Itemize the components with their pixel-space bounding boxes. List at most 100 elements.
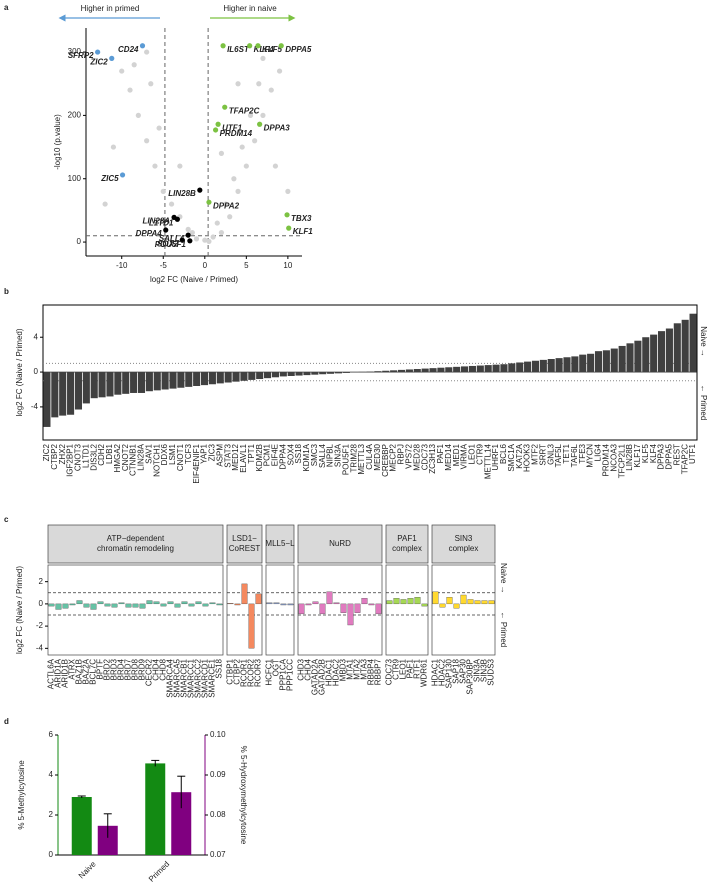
point (272, 163, 279, 169)
x-tick-label: IGF2BP1 (66, 443, 75, 476)
bar (642, 337, 650, 373)
point-label: KLF5 (262, 45, 283, 54)
x-tick-label: SIN3A (473, 658, 482, 682)
x-tick-label: RCOR1 (240, 658, 249, 687)
x-tick-label: Primed (147, 860, 171, 884)
bar (153, 372, 161, 391)
x-tick-label: RCOR3 (254, 658, 263, 687)
bar (248, 603, 255, 649)
bar (256, 372, 264, 380)
bar (657, 331, 666, 373)
x-tick-label: MED14 (444, 443, 453, 470)
x-tick-label: DPPA5 (665, 443, 674, 469)
bar (500, 364, 508, 373)
x-tick-label: TCF3 (184, 443, 193, 464)
point (214, 220, 220, 226)
annotation: Higher in primed (81, 4, 140, 13)
facet-title: complex (392, 544, 422, 553)
y-tick-label: 200 (68, 111, 82, 120)
y-tick-label: -4 (31, 402, 39, 411)
x-tick-label: HDAC2 (438, 658, 447, 686)
y-tick-label: 2 (39, 577, 44, 586)
bar (67, 372, 75, 415)
x-tick-label: DDX6 (160, 443, 169, 465)
point (286, 225, 292, 231)
x-tick-label: GNL3 (546, 443, 555, 464)
bar (43, 372, 51, 427)
x-tick-label: TFAP2C (680, 444, 689, 474)
x-tick-label: NIPBL (326, 443, 335, 467)
bar (160, 603, 167, 607)
plot-frame (226, 564, 263, 656)
bar (311, 372, 319, 375)
bar (97, 825, 118, 855)
x-tick-label: HOOK3 (523, 443, 532, 472)
bar (145, 372, 153, 392)
bar (177, 372, 185, 388)
x-tick-label: CREBBP (381, 444, 390, 477)
x-tick-label: METTL14 (483, 443, 492, 479)
bar (174, 603, 181, 608)
point (168, 201, 175, 207)
point (144, 49, 150, 55)
bar (216, 603, 223, 606)
bar (185, 372, 193, 387)
point (202, 237, 208, 243)
x-tick-label: SMARCE1 (208, 658, 217, 697)
plot-frame (47, 564, 224, 656)
bar (319, 603, 326, 615)
x-tick-label: CHD4 (152, 658, 161, 680)
x-tick-label: CDC73 (385, 658, 394, 685)
bar (474, 600, 481, 605)
facet-title: ATP−dependent (107, 534, 165, 543)
y-tick-label: 4 (34, 332, 39, 341)
bar (122, 372, 130, 394)
bar (224, 372, 232, 383)
x-tick-label: SOX4 (286, 443, 295, 465)
bar (200, 372, 209, 386)
point-label: SFRP2 (68, 51, 94, 60)
y-axis-label: % 5-Methylcytosine (17, 760, 26, 830)
x-tick-label: MBD3 (339, 658, 348, 681)
x-tick-label: KLF4 (649, 443, 658, 463)
x-tick-label: SUDS3 (487, 658, 496, 685)
x-tick-label: EIF4ENIF1 (192, 443, 201, 483)
point (213, 127, 219, 133)
x-tick-label: SIN3A (334, 443, 343, 467)
y-tick-label: -2 (36, 621, 44, 630)
x-tick-label: HDAC1 (325, 658, 334, 686)
bar (167, 601, 174, 605)
point (206, 199, 212, 205)
point (256, 81, 262, 87)
point (215, 121, 221, 127)
bar (673, 323, 681, 373)
point-label: KLF4 (254, 45, 275, 54)
bar (453, 366, 461, 373)
panel-letter: d (4, 717, 9, 726)
bar (488, 600, 495, 605)
bar (287, 372, 295, 376)
bar (421, 603, 428, 607)
point (285, 188, 291, 194)
y2-tick-label: 0.09 (210, 770, 226, 779)
point (268, 87, 274, 93)
x-tick-label: CNOT2 (121, 443, 130, 471)
x-tick-label: LEO1 (468, 443, 477, 464)
x-tick-label: ZC3H13 (428, 443, 437, 473)
bar (195, 601, 202, 605)
bar (439, 603, 446, 608)
point (185, 226, 191, 232)
point (239, 144, 245, 150)
point-label: LIN28A (142, 216, 170, 225)
point-label: CD24 (118, 45, 139, 54)
y-tick-label: 0 (39, 599, 44, 608)
bar (610, 348, 618, 373)
bar (90, 372, 98, 399)
x-tick-label: BRD7 (124, 658, 133, 680)
y-tick-label: 4 (49, 770, 54, 779)
y-axis-label: log2 FC (Naive / Primed) (15, 566, 24, 654)
point (243, 163, 249, 169)
x-tick-label: MED30 (373, 443, 382, 470)
bar (531, 360, 540, 373)
x-tick-label: Naive (77, 859, 98, 880)
